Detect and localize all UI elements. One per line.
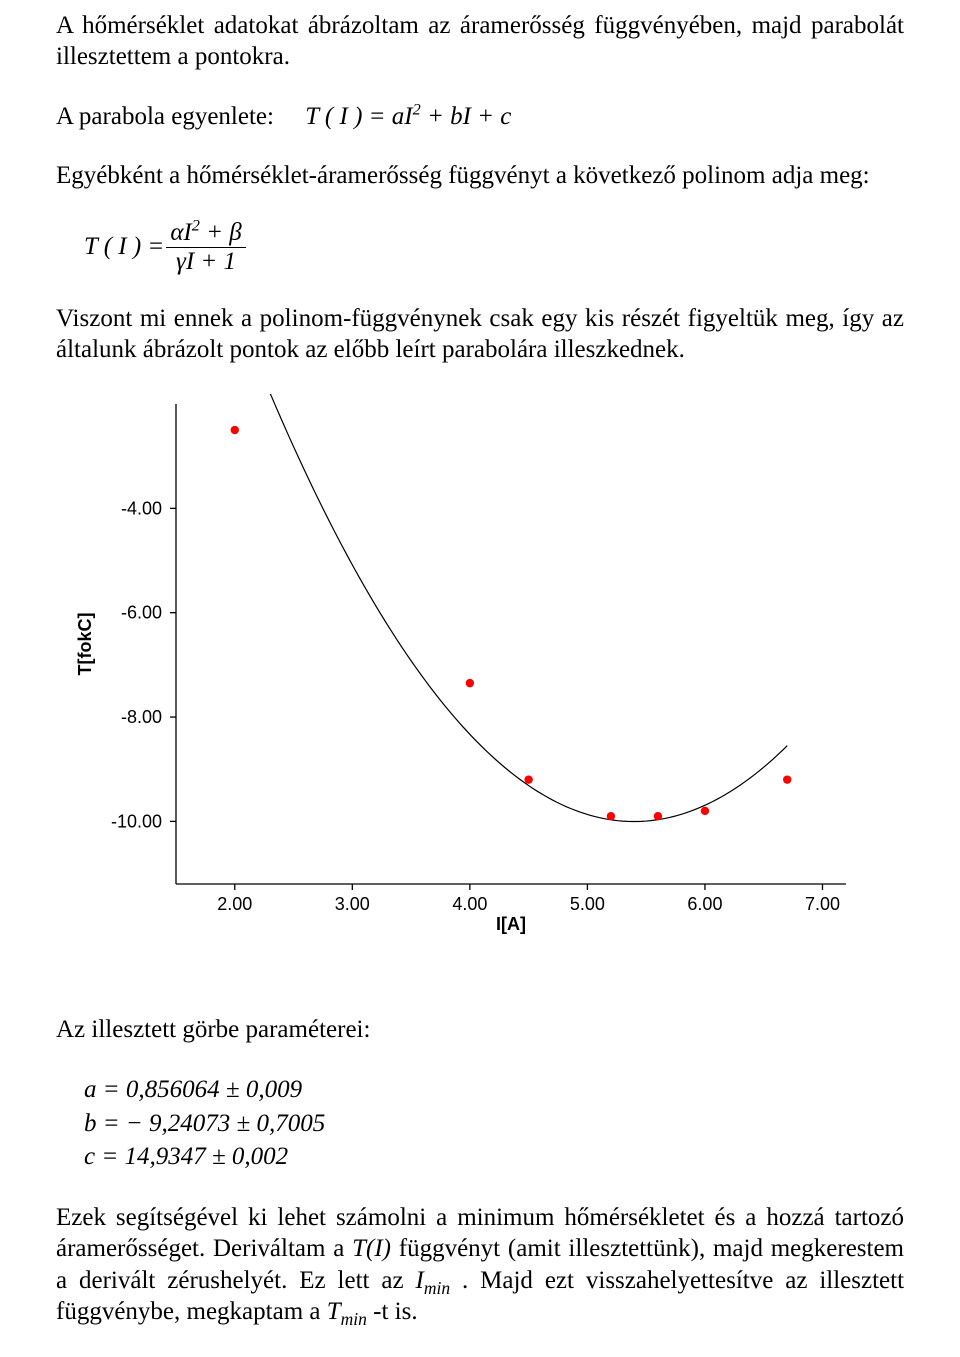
label-parabola: A parabola egyenlete: xyxy=(56,103,274,130)
svg-text:4.00: 4.00 xyxy=(452,894,487,914)
svg-text:6.00: 6.00 xyxy=(687,894,722,914)
svg-text:7.00: 7.00 xyxy=(805,894,840,914)
svg-text:-8.00: -8.00 xyxy=(121,707,162,727)
concl-Imin-sub: min xyxy=(424,1278,450,1298)
svg-text:I[A]: I[A] xyxy=(496,914,526,934)
eq-rational: T ( I ) = αI2 + β γI + 1 xyxy=(56,219,904,275)
paragraph-polynom-intro: Egyébként a hőmérséklet-áramerősség függ… xyxy=(56,160,904,191)
paragraph-params-label: Az illesztett görbe paraméterei: xyxy=(56,1014,904,1045)
eq-rational-num-a: αI xyxy=(170,219,191,246)
param-a: a = 0,856064 ± 0,009 xyxy=(84,1073,904,1107)
paragraph-parabola-eq: A parabola egyenlete: T ( I ) = aI2 + bI… xyxy=(56,101,904,132)
svg-text:5.00: 5.00 xyxy=(570,894,605,914)
eq-rational-frac: αI2 + β γI + 1 xyxy=(166,219,245,275)
eq-rational-num-sq: 2 xyxy=(192,217,200,235)
chart-container: -4.00 -6.00 -8.00 -10.00 2.00 3.00 4.00 5.00 6.0… xyxy=(56,394,904,954)
concl-TI: T(I) xyxy=(352,1235,391,1262)
eq-parabola-tail: + bI + c xyxy=(421,103,512,130)
svg-text:3.00: 3.00 xyxy=(335,894,370,914)
eq-rational-num-tail: + β xyxy=(200,219,242,246)
paragraph-note: Viszont mi ennek a polinom-függvénynek c… xyxy=(56,303,904,366)
eq-rational-den: γI + 1 xyxy=(166,248,245,276)
svg-text:-6.00: -6.00 xyxy=(121,602,162,622)
concl-Imin: Imin xyxy=(415,1267,450,1294)
fit-params: a = 0,856064 ± 0,009 b = − 9,24073 ± 0,7… xyxy=(56,1073,904,1174)
param-c: c = 14,9347 ± 0,002 xyxy=(84,1140,904,1174)
paragraph-intro: A hőmérséklet adatokat ábrázoltam az ára… xyxy=(56,10,904,73)
eq-parabola: T ( I ) = aI2 + bI + c xyxy=(305,103,511,130)
svg-text:-10.00: -10.00 xyxy=(111,811,162,831)
page: A hőmérséklet adatokat ábrázoltam az ára… xyxy=(0,0,960,1357)
paragraph-conclusion: Ezek segítségével ki lehet számolni a mi… xyxy=(56,1202,904,1327)
svg-text:T[fokC]: T[fokC] xyxy=(75,612,95,675)
param-b: b = − 9,24073 ± 0,7005 xyxy=(84,1107,904,1141)
eq-rational-num: αI2 + β xyxy=(166,219,245,248)
svg-text:-4.00: -4.00 xyxy=(121,498,162,518)
concl-Imin-sym: I xyxy=(415,1267,423,1294)
eq-parabola-lhs: T ( I ) = aI xyxy=(305,103,412,130)
eq-parabola-sq: 2 xyxy=(413,100,421,118)
chart-svg: -4.00 -6.00 -8.00 -10.00 2.00 3.00 4.00 5.00 6.0… xyxy=(56,394,876,954)
concl-Tmin-sub: min xyxy=(341,1309,367,1329)
eq-rational-lhs: T ( I ) = xyxy=(84,231,164,262)
svg-text:2.00: 2.00 xyxy=(217,894,252,914)
